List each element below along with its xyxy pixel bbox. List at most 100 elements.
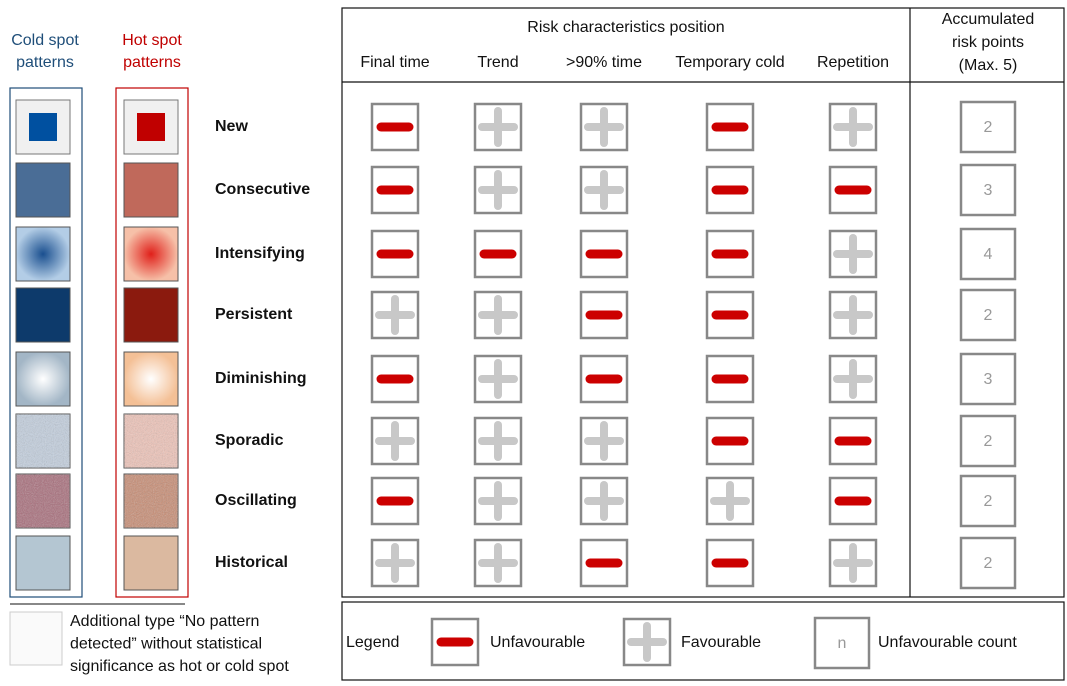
hot-header: patterns [123,54,181,71]
count-frame [813,616,871,670]
cold-swatch [15,351,71,407]
risk-icon [705,229,755,279]
count: 3 [984,182,993,199]
risk-icon [370,416,420,466]
risk-icon [705,102,755,152]
risk-icon [473,354,523,404]
no-pattern-swatch [9,611,63,666]
hot-swatch [123,351,179,407]
risk-icon [705,416,755,466]
column-header: Trend [477,54,518,71]
cold-swatch [15,287,71,343]
risk-icon [473,538,523,588]
risk-icon [828,229,878,279]
count: 2 [984,119,993,136]
cold-swatch [15,162,71,218]
cold-swatch [15,226,71,282]
column-header: Repetition [817,54,889,71]
risk-icon [705,290,755,340]
table-frame [341,7,1065,598]
risk-icon [370,102,420,152]
count-box: 3 [959,163,1017,217]
legend-label: Unfavourable count [878,634,1017,651]
count-frame [959,227,1017,281]
risk-icon [828,538,878,588]
risk-icon [370,476,420,526]
count-box: 2 [959,288,1017,342]
count-box: 2 [959,414,1017,468]
risk-icon [370,165,420,215]
count-box: 3 [959,352,1017,406]
count-frame [959,352,1017,406]
cold-header: Cold spot [11,32,79,49]
hot-swatch-speckle [124,414,178,468]
risk-icon [579,354,629,404]
count: 4 [984,246,993,263]
cold-box [9,87,83,598]
count: n [838,635,847,652]
risk-icon [705,538,755,588]
hot-swatch [123,287,179,343]
risk-icon [370,538,420,588]
risk-icon [828,476,878,526]
risk-icon [473,165,523,215]
note-line: significance as hot or cold spot [70,658,289,675]
count: 2 [984,307,993,324]
row-label: Historical [215,554,288,571]
count: 2 [984,433,993,450]
count-frame [959,288,1017,342]
cold-swatch-core [29,113,57,141]
risk-icon [579,229,629,279]
row-label: Intensifying [215,245,305,262]
count: 2 [984,493,993,510]
legend-frame [341,601,1065,681]
count-frame [959,100,1017,154]
risk-icon [473,102,523,152]
risk-icon [828,290,878,340]
legend-count-icon: n [813,616,871,670]
count-box: 2 [959,100,1017,154]
risk-icon [828,354,878,404]
hot-swatch [123,226,179,282]
count-box: 2 [959,536,1017,590]
note-line: detected” without statistical [70,636,262,653]
cold-swatch [15,535,71,591]
risk-icon [370,229,420,279]
risk-icon [828,416,878,466]
risk-icon [828,102,878,152]
risk-icon [705,165,755,215]
hot-box [115,87,189,598]
hot-swatch [123,162,179,218]
column-header: Final time [360,54,429,71]
risk-icon [579,416,629,466]
table-title: Risk characteristics position [527,19,724,36]
legend-label: Favourable [681,634,761,651]
row-label: Consecutive [215,181,310,198]
risk-icon [579,290,629,340]
count-frame [959,163,1017,217]
count-frame [959,536,1017,590]
row-label: Persistent [215,306,293,323]
row-label: Oscillating [215,492,297,509]
risk-icon [579,102,629,152]
risk-icon [473,416,523,466]
count: 3 [984,371,993,388]
count: 2 [984,555,993,572]
cold-swatch-speckle [16,414,70,468]
count-frame [959,414,1017,468]
count-box: 4 [959,227,1017,281]
legend-unfavourable-icon [430,617,480,667]
hot-swatch [123,535,179,591]
cold-swatch-speckle [16,474,70,528]
column-header: Temporary cold [675,54,784,71]
count-frame [959,474,1017,528]
cold-header: patterns [16,54,74,71]
risk-icon [370,290,420,340]
risk-icon [705,354,755,404]
hot-header: Hot spot [122,32,182,49]
row-label: Diminishing [215,370,307,387]
row-label: Sporadic [215,432,284,449]
risk-icon [579,165,629,215]
hot-swatch-core [137,113,165,141]
row-label: New [215,118,248,135]
